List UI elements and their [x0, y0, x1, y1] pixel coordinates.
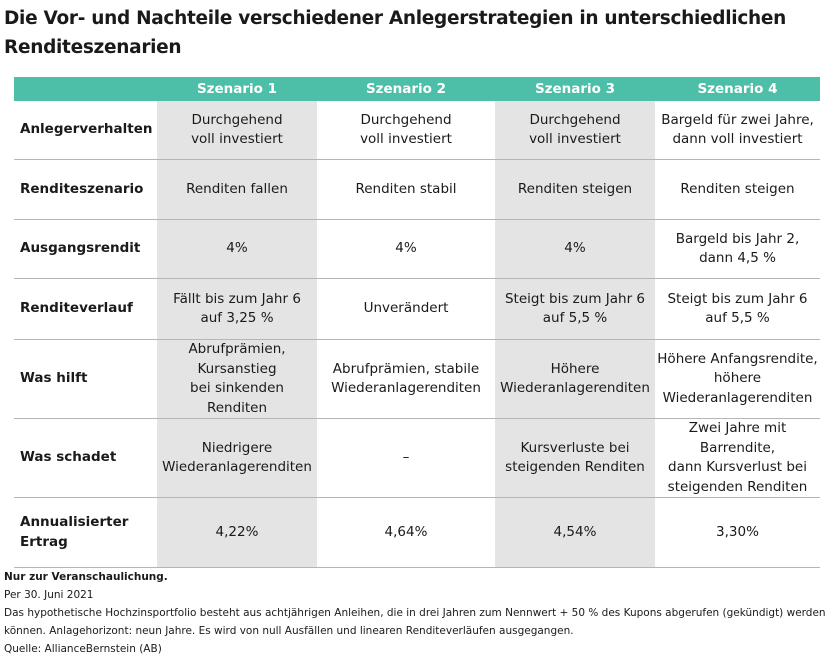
- table-row: Was hilft Abrufprämien, Kursanstieg bei …: [14, 339, 820, 419]
- footnotes: Nur zur Veranschaulichung. Per 30. Juni …: [4, 568, 836, 658]
- header-cell-szenario-3: Szenario 3: [495, 77, 655, 101]
- row-label: Annualisierter Ertrag: [14, 497, 157, 568]
- header-cell-empty: [14, 77, 157, 101]
- table-cell: Kursverluste bei steigenden Renditen: [495, 418, 655, 498]
- table-cell: 4%: [157, 219, 317, 279]
- table-cell: 3,30%: [655, 497, 820, 568]
- row-label: Anlegerverhalten: [14, 101, 157, 160]
- table-cell: Bargeld für zwei Jahre, dann voll invest…: [655, 101, 820, 160]
- table-row: Anlegerverhalten Durchgehend voll invest…: [14, 101, 820, 160]
- row-label: Was hilft: [14, 339, 157, 419]
- table-cell: Höhere Wiederanlagerenditen: [495, 339, 655, 419]
- header-cell-szenario-4: Szenario 4: [655, 77, 820, 101]
- footnote-methodology-line-2: können. Anlagehorizont: neun Jahre. Es w…: [4, 625, 574, 637]
- row-label: Was schadet: [14, 418, 157, 498]
- table-row: Renditeszenario Renditen fallen Renditen…: [14, 159, 820, 220]
- table-cell: Niedrigere Wiederanlagerenditen: [157, 418, 317, 498]
- table-cell: Renditen fallen: [157, 159, 317, 220]
- footnote-source: Quelle: AllianceBernstein (AB): [4, 643, 162, 655]
- table-cell: Renditen steigen: [655, 159, 820, 220]
- table-cell: Zwei Jahre mit Barrendite, dann Kursverl…: [655, 418, 820, 498]
- footnote-disclaimer: Nur zur Veranschaulichung.: [4, 571, 168, 583]
- table-cell: 4,22%: [157, 497, 317, 568]
- table-row: Annualisierter Ertrag 4,22% 4,64% 4,54% …: [14, 497, 820, 568]
- table-cell: Unverändert: [317, 278, 495, 340]
- page-title: Die Vor- und Nachteile verschiedener Anl…: [4, 4, 824, 62]
- scenario-table: Szenario 1 Szenario 2 Szenario 3 Szenari…: [14, 77, 820, 568]
- table-cell: Abrufprämien, stabile Wiederanlagerendit…: [317, 339, 495, 419]
- table-row: Ausgangsrendit 4% 4% 4% Bargeld bis Jahr…: [14, 219, 820, 279]
- table-cell: 4,54%: [495, 497, 655, 568]
- table-cell: Abrufprämien, Kursanstieg bei sinkenden …: [157, 339, 317, 419]
- table-cell: 4%: [495, 219, 655, 279]
- table-cell: Fällt bis zum Jahr 6 auf 3,25 %: [157, 278, 317, 340]
- title-line-2: Renditeszenarien: [4, 37, 182, 58]
- footnote-methodology-line-1: Das hypothetische Hochzinsportfolio best…: [4, 607, 826, 619]
- header-cell-szenario-1: Szenario 1: [157, 77, 317, 101]
- table-cell: Bargeld bis Jahr 2, dann 4,5 %: [655, 219, 820, 279]
- table-cell: Durchgehend voll investiert: [495, 101, 655, 160]
- row-label: Renditeverlauf: [14, 278, 157, 340]
- table-cell: Durchgehend voll investiert: [317, 101, 495, 160]
- row-label: Renditeszenario: [14, 159, 157, 220]
- table-cell: –: [317, 418, 495, 498]
- table-cell: Renditen stabil: [317, 159, 495, 220]
- table-cell: 4%: [317, 219, 495, 279]
- title-line-1: Die Vor- und Nachteile verschiedener Anl…: [4, 8, 786, 29]
- table-cell: Steigt bis zum Jahr 6 auf 5,5 %: [655, 278, 820, 340]
- header-cell-szenario-2: Szenario 2: [317, 77, 495, 101]
- table-header-row: Szenario 1 Szenario 2 Szenario 3 Szenari…: [14, 77, 820, 101]
- table-cell: Durchgehend voll investiert: [157, 101, 317, 160]
- table-cell: Höhere Anfangsrendite, höhere Wiederanla…: [655, 339, 820, 419]
- row-label: Ausgangsrendit: [14, 219, 157, 279]
- table-cell: 4,64%: [317, 497, 495, 568]
- table-cell: Renditen steigen: [495, 159, 655, 220]
- table-row: Was schadet Niedrigere Wiederanlagerendi…: [14, 418, 820, 498]
- table-row: Renditeverlauf Fällt bis zum Jahr 6 auf …: [14, 278, 820, 340]
- footnote-date: Per 30. Juni 2021: [4, 589, 94, 601]
- table-cell: Steigt bis zum Jahr 6 auf 5,5 %: [495, 278, 655, 340]
